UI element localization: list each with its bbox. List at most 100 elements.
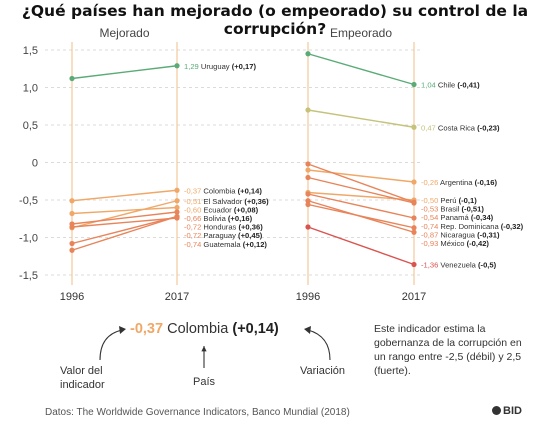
key-value: -0,37 [130, 321, 164, 337]
data-label-change: (-0,1) [459, 196, 478, 205]
series-line [307, 53, 415, 86]
data-label-change: (-0,16) [475, 178, 498, 187]
caption-change: Variación [300, 365, 346, 377]
arrow-country-head [201, 346, 207, 352]
x-tick-label: 1996 [296, 291, 320, 303]
data-label-country: Rep. Dominicana [440, 222, 500, 231]
arrow-value-head [119, 326, 126, 334]
series-line [71, 211, 178, 225]
point-1996 [305, 191, 311, 197]
point-2017 [411, 179, 417, 185]
point-2017 [411, 81, 417, 88]
data-label: -0,74 Rep. Dominicana (-0,32) [421, 222, 524, 231]
data-label-value: -0,51 [184, 197, 203, 206]
point-1996 [69, 75, 75, 82]
key-country: Colombia [167, 321, 229, 337]
chart-title: ¿Qué países han mejorado (o empeorado) s… [21, 2, 529, 38]
data-label-value: -0,37 [184, 186, 203, 195]
data-label-change: (+0,36) [244, 197, 269, 206]
data-label-change: (-0,51) [462, 205, 485, 214]
data-label-value: 0,47 [421, 123, 438, 132]
data-label-country: Nicaragua [440, 230, 477, 239]
y-tick-label: -1,5 [19, 270, 38, 282]
data-label-country: Guatemala [203, 240, 242, 249]
data-label-country: Uruguay [201, 62, 232, 71]
data-label-change: (-0,41) [457, 81, 480, 90]
series-line [71, 215, 178, 251]
data-label-country: Perú [440, 196, 458, 205]
source-text: Datos: The Worldwide Governance Indicato… [45, 407, 350, 418]
bid-logo-icon [492, 406, 501, 415]
data-label-country: Paraguay [203, 231, 238, 240]
data-label-value: -1,36 [421, 261, 440, 270]
data-label: -0,53 Brasil (-0,51) [421, 205, 484, 214]
data-label: -0,74 Guatemala (+0,12) [184, 240, 267, 249]
data-label: -0,51 El Salvador (+0,36) [184, 197, 269, 206]
data-label-value: -0,87 [421, 230, 440, 239]
data-label-change: (+0,08) [234, 205, 259, 214]
data-label-country: Costa Rica [438, 123, 477, 132]
data-label-value: -0,53 [421, 205, 440, 214]
data-label-country: México [440, 239, 466, 248]
key-change: (+0,14) [232, 321, 279, 337]
indicator-note: Este indicador estima la gobernanza de l… [374, 323, 522, 377]
data-label-value: -0,74 [421, 222, 440, 231]
data-label: -0,66 Bolivia (+0,16) [184, 214, 253, 223]
series-line [307, 169, 415, 183]
data-label-value: -0,72 [184, 223, 203, 232]
arrow-value [99, 329, 123, 361]
bid-logo: BID [492, 405, 522, 417]
data-label: -0,54 Panamá (-0,34) [421, 213, 494, 222]
data-label: -0,72 Paraguay (+0,45) [184, 231, 263, 240]
data-label-change: (-0,23) [477, 123, 500, 132]
x-tick-label: 1996 [60, 291, 84, 303]
point-2017 [411, 261, 417, 268]
y-tick-label: -1,0 [19, 233, 38, 245]
point-2017 [174, 198, 180, 204]
data-label-value: -0,93 [421, 239, 440, 248]
series-line [307, 163, 415, 203]
data-label: -0,37 Colombia (+0,14) [184, 186, 262, 195]
arrow-change-head [304, 326, 311, 334]
point-2017 [174, 204, 180, 211]
point-1996 [305, 198, 311, 204]
point-1996 [69, 240, 75, 247]
data-label: -0,93 México (-0,42) [421, 239, 489, 248]
data-label: 1,04 Chile (-0,41) [421, 81, 480, 90]
data-label-change: (+0,36) [238, 223, 263, 232]
key-example: -0,37 Colombia (+0,14) [130, 321, 279, 337]
data-label-value: 1,04 [421, 81, 438, 90]
point-1996 [305, 107, 311, 113]
data-label-value: -0,72 [184, 231, 203, 240]
point-1996 [69, 198, 75, 204]
y-tick-label: -0,5 [19, 195, 38, 207]
series-line [307, 193, 415, 219]
data-label-change: (+0,14) [238, 186, 263, 195]
bid-logo-text: BID [503, 405, 522, 417]
data-label-change: (-0,32) [501, 222, 524, 231]
data-label-change: (-0,42) [467, 239, 490, 248]
point-2017 [411, 200, 417, 206]
point-1996 [69, 210, 75, 217]
series-line [307, 226, 415, 266]
data-label-country: Bolivia [203, 214, 227, 223]
x-tick-label: 2017 [165, 291, 189, 303]
data-label-change: (-0,34) [471, 213, 494, 222]
data-label-country: Venezuela [440, 261, 478, 270]
data-label-value: -0,74 [184, 240, 203, 249]
data-label: -0,87 Nicaragua (-0,31) [421, 230, 500, 239]
data-label-country: Chile [438, 81, 457, 90]
caption-value: Valor del indicador [60, 365, 105, 391]
y-tick-label: 1,0 [23, 83, 38, 95]
data-label-country: Colombia [203, 186, 237, 195]
data-label-value: -0,50 [421, 196, 440, 205]
data-label-value: -0,26 [421, 178, 440, 187]
data-label: -0,50 Perú (-0,1) [421, 196, 477, 205]
data-label-country: El Salvador [203, 197, 244, 206]
series-line [71, 217, 178, 228]
data-label: -1,36 Venezuela (-0,5) [421, 261, 497, 270]
x-tick-label: 2017 [402, 291, 426, 303]
data-label-value: 1,29 [184, 62, 201, 71]
data-label-change: (+0,45) [238, 231, 263, 240]
